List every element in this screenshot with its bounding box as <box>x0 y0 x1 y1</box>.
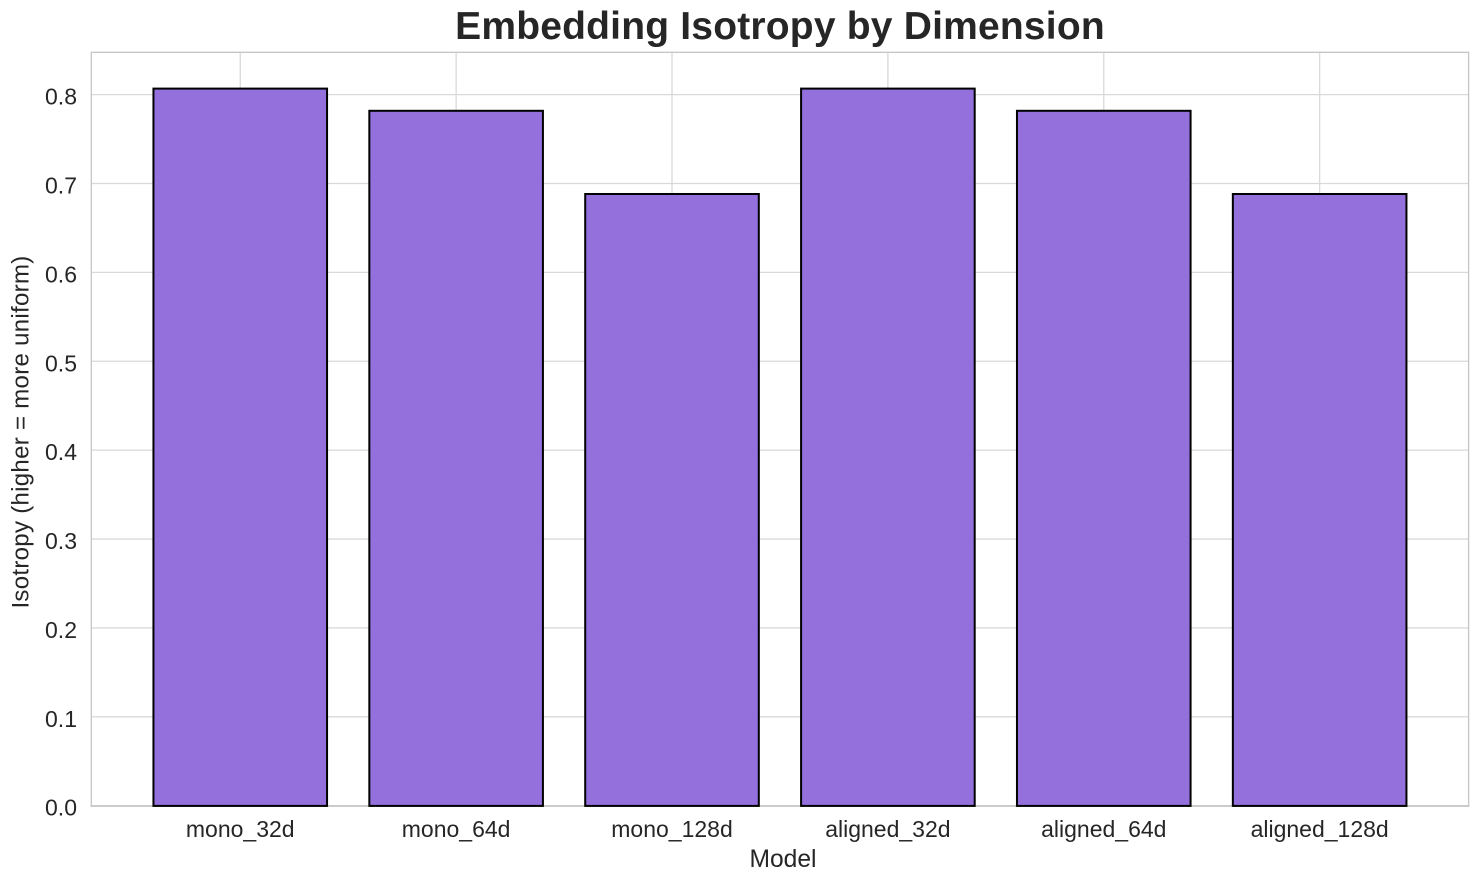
svg-text:aligned_64d: aligned_64d <box>1041 816 1166 842</box>
svg-text:aligned_32d: aligned_32d <box>825 816 950 842</box>
svg-text:0.5: 0.5 <box>45 350 77 376</box>
svg-text:0.1: 0.1 <box>45 706 77 732</box>
svg-text:0.3: 0.3 <box>45 528 77 554</box>
svg-text:aligned_128d: aligned_128d <box>1251 816 1389 842</box>
svg-text:Embedding Isotropy by Dimensio: Embedding Isotropy by Dimension <box>455 5 1105 48</box>
svg-text:mono_128d: mono_128d <box>611 816 733 842</box>
svg-text:0.0: 0.0 <box>45 795 77 821</box>
svg-text:0.4: 0.4 <box>45 439 77 465</box>
svg-text:mono_32d: mono_32d <box>186 816 295 842</box>
svg-text:Model: Model <box>750 846 817 873</box>
svg-text:Isotropy (higher = more unifor: Isotropy (higher = more uniform) <box>8 255 35 608</box>
svg-text:0.2: 0.2 <box>45 617 77 643</box>
svg-text:0.6: 0.6 <box>45 261 77 287</box>
svg-text:mono_64d: mono_64d <box>402 816 511 842</box>
svg-text:0.7: 0.7 <box>45 172 77 198</box>
svg-text:0.8: 0.8 <box>45 84 77 110</box>
